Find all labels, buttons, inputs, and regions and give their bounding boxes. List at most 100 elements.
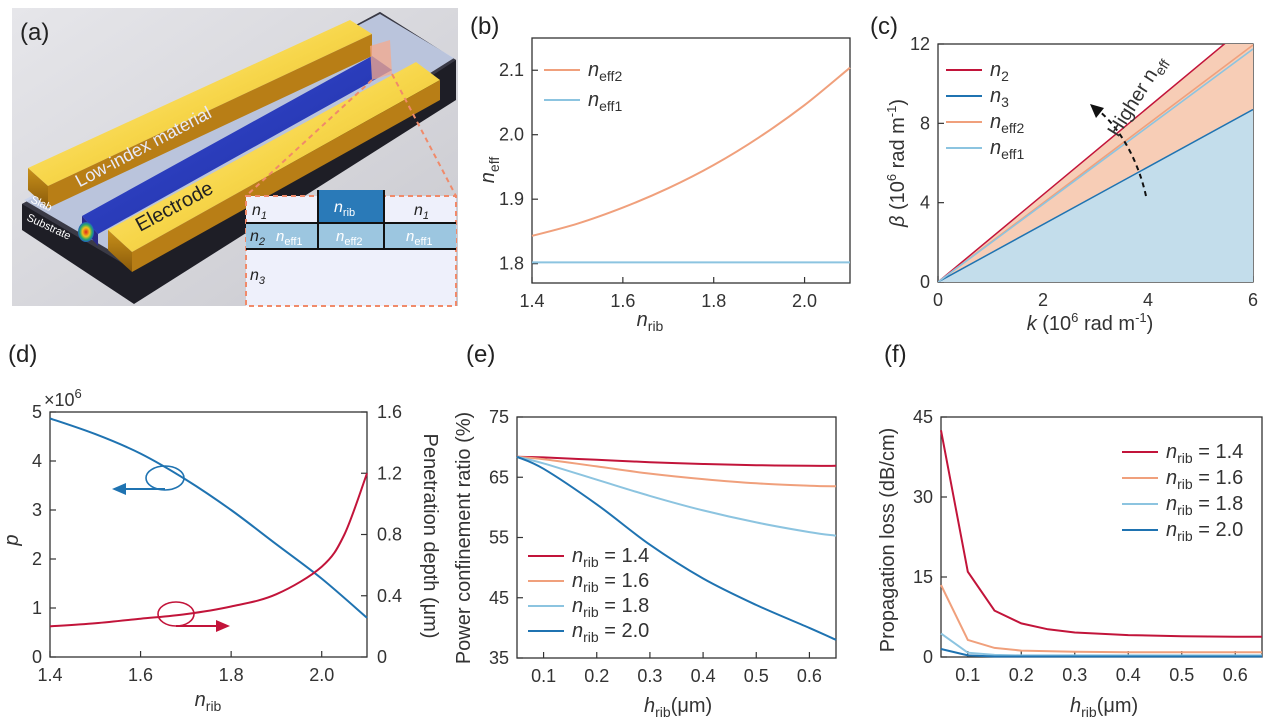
inset-neff1-left: neff1 [276,228,303,248]
y-tick-label: 0 [920,272,930,292]
series-rib-1.8 [516,455,837,537]
x-tick-label: 0.2 [1009,665,1034,685]
panel-label-c: (c) [870,13,898,40]
higher-neff-arrow [1097,109,1147,197]
right-electrode-front [132,80,440,272]
higher-neff-arrowhead [1090,104,1104,118]
panel-label-b: (b) [470,13,499,40]
y-tick-label: 2.0 [499,125,524,145]
series-rib-2.0 [516,455,837,641]
legend-neff2-label: neff2 [588,59,622,84]
panel-label-d: (d) [8,341,37,368]
x-tick-label: 2.0 [792,291,817,311]
series-neff2 [531,66,851,237]
y-axis-label: Power confinement ratio (%) [453,412,475,664]
y-axis-label: Propagation loss (dB/cm) [877,428,899,653]
y-tick-label: 2 [32,549,42,569]
series-loss-3 [940,648,1262,658]
legend-eff1-label: neff1 [990,137,1024,162]
panel-label-f: (f) [884,341,907,368]
y-tick-label: 2.1 [499,60,524,80]
x-tick-label: 1.6 [128,665,153,685]
x-tick-label: 1.8 [701,291,726,311]
right-electrode-side [108,230,132,272]
y-tick-label: 1.9 [499,189,524,209]
legend-loss-3-label: nrib = 2.0 [1166,519,1243,544]
panel-label-a: (a) [20,19,49,46]
y-tick-label: 65 [489,467,509,487]
x-tick-label: 0 [933,290,943,310]
series-rib-1.4 [516,455,837,467]
chart-d: 1.4 1.6 1.8 2.0 0 1 2 3 4 5 0 0.4 0.8 1.2 1.6 ×106 nrib p… [1,386,441,714]
y2-tick-label: 1.2 [377,463,402,483]
plot-frame [49,411,368,658]
y-tick-label: 0 [923,647,933,667]
low-index-core [82,56,392,234]
x-tick-label: 2.0 [309,665,334,685]
y-tick-label: 8 [920,113,930,133]
x-tick-label: 0.1 [955,665,980,685]
left-electrode-top [28,20,372,186]
left-electrode-front [48,34,372,208]
chart-b: 1.4 1.6 1.8 2.0 1.8 1.9 2.0 2.1 neff2 neff1 nrib ne… [477,37,851,334]
x-axis-label: hrib(μm) [644,695,712,720]
x-tick-label: 0.4 [1116,665,1141,685]
x-tick-label: 4 [1143,290,1153,310]
series-3 [938,108,1253,282]
series-loss-1 [940,584,1262,654]
y2-tick-label: 0.4 [377,586,402,606]
inset-neff1-right: neff1 [406,228,433,248]
y-axis-label: p [1,534,23,546]
legend-rib-3-label: nrib = 2.0 [572,620,649,645]
series-loss-0 [940,430,1262,638]
p-curve-marker [145,465,185,491]
x-tick-label: 0.3 [637,666,662,686]
x-tick-label: 1.6 [610,291,635,311]
right-electrode-top [108,62,440,252]
legend-neff1-label: neff1 [588,89,622,114]
x-tick-label: 0.2 [584,666,609,686]
y-tick-label: 12 [910,34,930,54]
x-axis-label: k (106 rad m-1) [1027,310,1154,335]
plot-frame [516,416,837,659]
legend-rib-0-label: nrib = 1.4 [572,545,649,570]
zoom-line-right [391,73,457,197]
y2-tick-label: 0 [377,647,387,667]
x-tick-label: 0.4 [691,666,716,686]
x-tick-label: 0.1 [531,666,556,686]
y-tick-label: 4 [32,451,42,471]
y-tick-label: 45 [489,588,509,608]
series-loss-2 [940,632,1262,657]
inset-n3: n3 [250,267,266,287]
legend-loss-2-label: nrib = 1.8 [1166,493,1243,518]
x-tick-label: 0.5 [1169,665,1194,685]
legend-loss-0-label: nrib = 1.4 [1166,441,1243,466]
inset-rib [318,190,384,223]
chart-c-plot [938,44,1253,282]
p-arrowhead [112,483,126,495]
x-axis-label: hrib(μm) [1070,695,1138,720]
cross-section-highlight [370,40,392,80]
cross-section-inset: n1 nrib n1 n2 neff1 neff2 neff1 n3 [245,190,457,307]
series-penetration [49,472,368,628]
inset-n2: n2 [250,228,265,248]
panel-label-e: (e) [466,341,495,368]
y2-tick-label: 1.6 [377,402,402,422]
legend-eff2-label: neff2 [990,111,1024,136]
y-axis-label: neff [477,157,502,184]
mode-profile [78,222,94,242]
y-multiplier: ×106 [44,386,82,410]
series-eff1 [938,48,1253,282]
y2-axis-label: Penetration depth (μm) [419,434,441,639]
legend-rib-2-label: nrib = 1.8 [572,595,649,620]
depth-arrowhead [216,620,230,632]
legend-rib-1-label: nrib = 1.6 [572,570,649,595]
inset-n1-left: n1 [252,202,267,222]
x-tick-label: 0.3 [1062,665,1087,685]
y-tick-label: 1 [32,598,42,618]
series-2 [938,44,1226,282]
panel-a: Low-index material Electrode Slab Substr… [12,8,458,307]
left-electrode-side [28,168,48,208]
